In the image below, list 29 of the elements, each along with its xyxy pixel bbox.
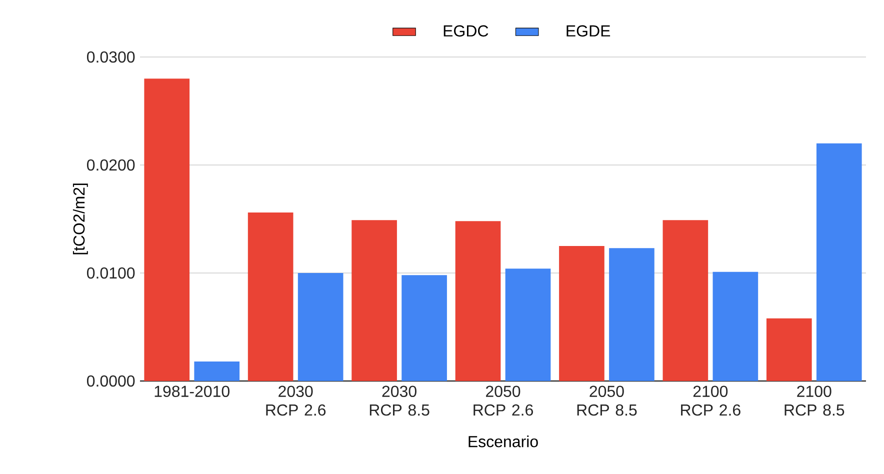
bar	[402, 275, 447, 381]
x-tick-label: 2050 RCP 8.5	[577, 386, 637, 416]
bar	[352, 220, 397, 381]
bar	[298, 272, 344, 381]
y-tick-label: 0.0100	[86, 267, 135, 279]
bar	[559, 246, 604, 381]
x-tick-label: 2030 RCP 2.6	[266, 386, 326, 416]
bar	[248, 212, 294, 381]
bar	[712, 272, 758, 381]
y-tick-label: 0.0000	[86, 375, 135, 387]
bar	[609, 248, 654, 381]
bar	[505, 268, 551, 381]
bar	[194, 362, 240, 381]
x-tick-label: 1981-2010	[154, 386, 230, 398]
bar	[816, 143, 862, 381]
bar	[455, 221, 501, 381]
x-tick-label: 2100 RCP 8.5	[784, 386, 844, 416]
x-tick-label: 2100 RCP 2.6	[681, 386, 740, 416]
x-tick-label: 2030 RCP 8.5	[370, 386, 430, 416]
x-tick-label: 2050 RCP 2.6	[474, 386, 533, 416]
y-tick-label: 0.0300	[86, 51, 135, 63]
legend-label: EGDE	[566, 25, 610, 37]
y-tick-label: 0.0200	[86, 159, 135, 171]
x-axis-title: Escenario	[468, 436, 538, 448]
bar	[766, 318, 812, 381]
bar	[662, 220, 708, 381]
legend-label: EGDC	[444, 25, 488, 37]
y-axis-title: [tCO2/m2]	[72, 184, 88, 254]
bar	[144, 78, 190, 381]
